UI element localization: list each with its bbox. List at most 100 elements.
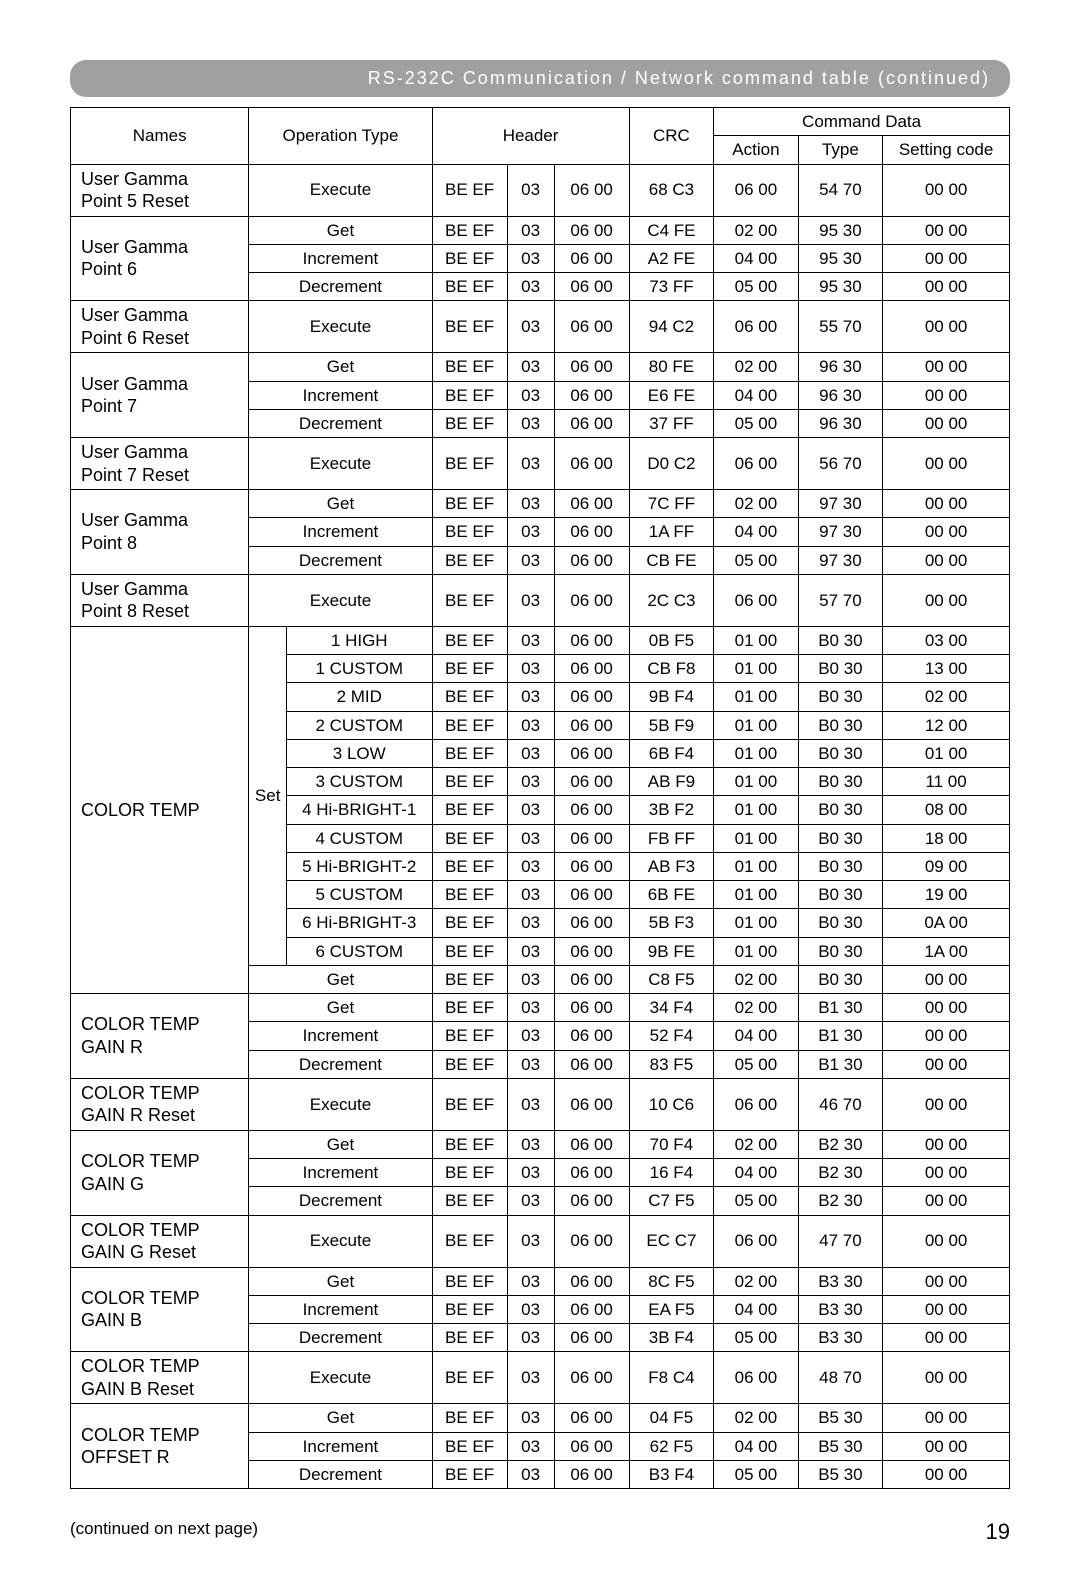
- table-cell: 03: [507, 244, 554, 272]
- th-action: Action: [714, 136, 799, 164]
- table-cell: COLOR TEMPGAIN B Reset: [71, 1352, 249, 1404]
- command-table: Names Operation Type Header CRC Command …: [70, 107, 1010, 1489]
- table-cell: BE EF: [432, 909, 507, 937]
- table-cell: 97 30: [798, 518, 883, 546]
- table-cell: B5 30: [798, 1460, 883, 1488]
- table-cell: Get: [249, 965, 432, 993]
- table-cell: COLOR TEMPGAIN G: [71, 1130, 249, 1215]
- table-cell: 06 00: [554, 1215, 629, 1267]
- table-cell: 03: [507, 683, 554, 711]
- table-cell: B2 30: [798, 1130, 883, 1158]
- table-cell: BE EF: [432, 965, 507, 993]
- table-cell: BE EF: [432, 353, 507, 381]
- table-cell: A2 FE: [629, 244, 714, 272]
- table-cell: 06 00: [554, 273, 629, 301]
- table-cell: 00 00: [883, 1187, 1010, 1215]
- table-cell: 06 00: [554, 546, 629, 574]
- table-cell: 06 00: [554, 1460, 629, 1488]
- page-footer: (continued on next page) 19: [70, 1519, 1010, 1545]
- table-cell: Get: [249, 490, 432, 518]
- table-cell: 06 00: [554, 994, 629, 1022]
- table-cell: 00 00: [883, 216, 1010, 244]
- table-cell: Decrement: [249, 1324, 432, 1352]
- page-number: 19: [986, 1519, 1010, 1545]
- table-cell: B0 30: [798, 683, 883, 711]
- table-cell: 06 00: [714, 1352, 799, 1404]
- table-cell: 13 00: [883, 655, 1010, 683]
- table-cell: 06 00: [554, 1352, 629, 1404]
- table-cell: 04 F5: [629, 1404, 714, 1432]
- table-cell: 06 00: [554, 574, 629, 626]
- table-cell: B0 30: [798, 824, 883, 852]
- table-cell: Decrement: [249, 1050, 432, 1078]
- table-cell: 06 00: [554, 216, 629, 244]
- table-row: User GammaPoint 5 ResetExecuteBE EF0306 …: [71, 164, 1010, 216]
- table-cell: 04 00: [714, 1022, 799, 1050]
- table-cell: 1A FF: [629, 518, 714, 546]
- table-row: COLOR TEMPGAIN B ResetExecuteBE EF0306 0…: [71, 1352, 1010, 1404]
- table-cell: BE EF: [432, 1352, 507, 1404]
- th-setting: Setting code: [883, 136, 1010, 164]
- table-cell: Set: [249, 626, 287, 965]
- table-cell: User GammaPoint 5 Reset: [71, 164, 249, 216]
- table-cell: BE EF: [432, 438, 507, 490]
- table-cell: 34 F4: [629, 994, 714, 1022]
- table-cell: 04 00: [714, 1295, 799, 1323]
- table-cell: 06 00: [554, 1130, 629, 1158]
- table-cell: 03: [507, 518, 554, 546]
- table-cell: 03: [507, 1215, 554, 1267]
- table-cell: 03: [507, 546, 554, 574]
- table-cell: 00 00: [883, 1130, 1010, 1158]
- th-command-data: Command Data: [714, 108, 1010, 136]
- table-cell: 00 00: [883, 1050, 1010, 1078]
- table-cell: Get: [249, 1130, 432, 1158]
- table-cell: 1 CUSTOM: [286, 655, 432, 683]
- table-cell: BE EF: [432, 1159, 507, 1187]
- table-cell: User GammaPoint 8 Reset: [71, 574, 249, 626]
- table-cell: 06 00: [554, 1022, 629, 1050]
- table-cell: 00 00: [883, 1404, 1010, 1432]
- table-cell: 05 00: [714, 1187, 799, 1215]
- table-cell: Get: [249, 994, 432, 1022]
- table-cell: 96 30: [798, 353, 883, 381]
- table-cell: 03: [507, 909, 554, 937]
- table-cell: E6 FE: [629, 381, 714, 409]
- table-cell: 97 30: [798, 490, 883, 518]
- table-cell: Execute: [249, 301, 432, 353]
- table-cell: EC C7: [629, 1215, 714, 1267]
- table-cell: 03: [507, 353, 554, 381]
- table-row: User GammaPoint 6 ResetExecuteBE EF0306 …: [71, 301, 1010, 353]
- table-cell: EA F5: [629, 1295, 714, 1323]
- table-cell: BE EF: [432, 518, 507, 546]
- table-row: COLOR TEMPGAIN RGetBE EF0306 0034 F402 0…: [71, 994, 1010, 1022]
- table-cell: 06 00: [554, 881, 629, 909]
- table-cell: BE EF: [432, 546, 507, 574]
- table-cell: 6B FE: [629, 881, 714, 909]
- table-cell: User GammaPoint 7 Reset: [71, 438, 249, 490]
- table-cell: B1 30: [798, 1022, 883, 1050]
- table-cell: 00 00: [883, 164, 1010, 216]
- table-cell: 00 00: [883, 1324, 1010, 1352]
- table-cell: 00 00: [883, 244, 1010, 272]
- table-cell: BE EF: [432, 881, 507, 909]
- th-header: Header: [432, 108, 629, 165]
- table-cell: 01 00: [714, 909, 799, 937]
- table-cell: 03: [507, 881, 554, 909]
- table-cell: 02 00: [883, 683, 1010, 711]
- table-cell: F8 C4: [629, 1352, 714, 1404]
- table-cell: 06 00: [714, 438, 799, 490]
- table-cell: 06 00: [714, 1078, 799, 1130]
- table-cell: B0 30: [798, 768, 883, 796]
- table-cell: 01 00: [714, 683, 799, 711]
- table-cell: B0 30: [798, 937, 883, 965]
- table-cell: 03: [507, 852, 554, 880]
- table-cell: 06 00: [554, 1404, 629, 1432]
- table-cell: BE EF: [432, 655, 507, 683]
- table-cell: 02 00: [714, 353, 799, 381]
- table-cell: 8C F5: [629, 1267, 714, 1295]
- table-row: User GammaPoint 6GetBE EF0306 00C4 FE02 …: [71, 216, 1010, 244]
- table-cell: 06 00: [554, 683, 629, 711]
- table-row: User GammaPoint 8GetBE EF0306 007C FF02 …: [71, 490, 1010, 518]
- table-cell: 03: [507, 1404, 554, 1432]
- table-cell: 06 00: [554, 626, 629, 654]
